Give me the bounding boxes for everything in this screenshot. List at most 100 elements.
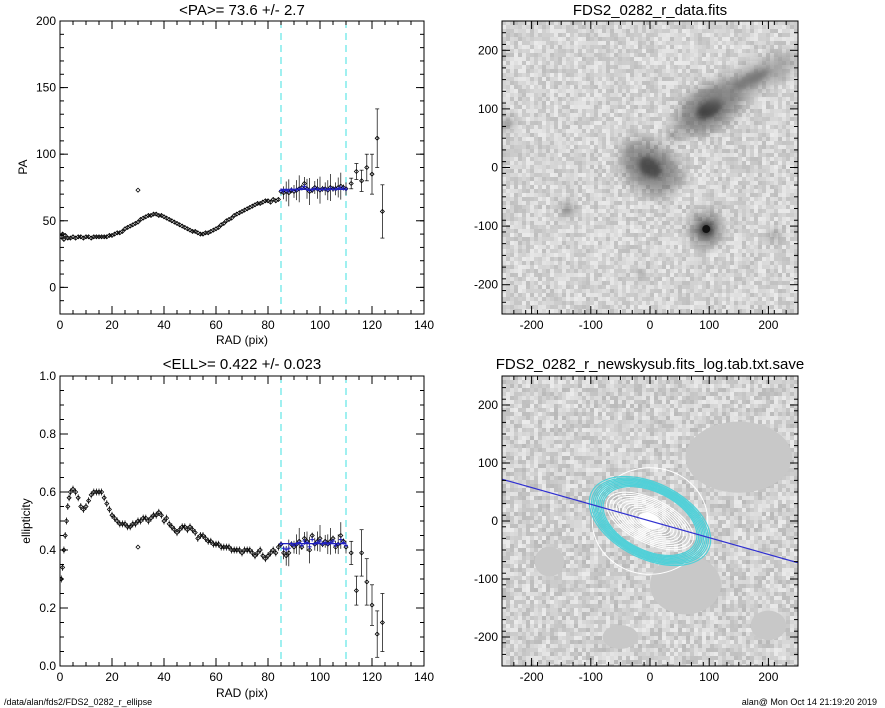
sky-noise-pixel bbox=[794, 225, 798, 229]
sky-noise-pixel bbox=[662, 77, 666, 81]
sky-noise-pixel bbox=[502, 209, 506, 213]
sky-noise-pixel bbox=[606, 133, 610, 137]
sky-noise-pixel bbox=[622, 89, 626, 93]
sky-noise-pixel bbox=[510, 161, 514, 165]
sky-noise-pixel bbox=[746, 45, 750, 49]
sky-noise-pixel bbox=[594, 157, 598, 161]
sky-noise-pixel bbox=[646, 45, 650, 49]
data-point bbox=[177, 527, 183, 533]
sky-noise-pixel bbox=[754, 149, 758, 153]
sky-noise-pixel bbox=[718, 217, 722, 221]
sky-noise-pixel bbox=[646, 85, 650, 89]
sky-noise-pixel bbox=[626, 77, 630, 81]
sky-noise-pixel bbox=[542, 97, 546, 101]
sky-noise-pixel bbox=[514, 81, 518, 85]
sky-noise-pixel bbox=[774, 105, 778, 109]
outer-data-point bbox=[364, 579, 370, 585]
sky-noise-pixel bbox=[566, 149, 570, 153]
sky-noise-pixel bbox=[710, 177, 714, 181]
sky-noise-pixel bbox=[514, 61, 518, 65]
sky-noise-pixel bbox=[722, 69, 726, 73]
sky-noise-pixel bbox=[510, 165, 514, 169]
sky-noise-pixel bbox=[742, 145, 746, 149]
sky-noise-pixel bbox=[706, 209, 710, 213]
sky-noise-pixel bbox=[542, 229, 546, 233]
sky-noise-pixel bbox=[782, 41, 786, 45]
sky-noise-pixel bbox=[626, 49, 630, 53]
sky-noise-pixel bbox=[626, 81, 630, 85]
sky-noise-pixel bbox=[766, 101, 770, 105]
sky-noise-pixel bbox=[510, 225, 514, 229]
sky-noise-pixel bbox=[622, 45, 626, 49]
sky-noise-pixel bbox=[526, 201, 530, 205]
sky-noise-pixel bbox=[554, 173, 558, 177]
sky-noise-pixel bbox=[530, 233, 534, 237]
sky-noise-pixel bbox=[670, 69, 674, 73]
sky-noise-pixel bbox=[762, 173, 766, 177]
sky-noise-pixel bbox=[718, 185, 722, 189]
sky-noise-pixel bbox=[566, 57, 570, 61]
sky-noise-pixel bbox=[618, 141, 622, 145]
sky-noise-pixel bbox=[618, 169, 622, 173]
sky-noise-pixel bbox=[742, 121, 746, 125]
sky-noise-pixel bbox=[590, 29, 594, 33]
sky-noise-pixel bbox=[714, 37, 718, 41]
sky-noise-pixel bbox=[602, 61, 606, 65]
sky-noise-pixel bbox=[502, 65, 506, 69]
sky-noise-pixel bbox=[578, 121, 582, 125]
sky-noise-pixel bbox=[530, 221, 534, 225]
sky-noise-pixel bbox=[510, 241, 514, 245]
sky-noise-pixel bbox=[614, 129, 618, 133]
sky-noise-pixel bbox=[750, 237, 754, 241]
sky-noise-pixel bbox=[770, 157, 774, 161]
sky-noise-pixel bbox=[510, 157, 514, 161]
sky-noise-pixel bbox=[554, 185, 558, 189]
sky-noise-pixel bbox=[526, 73, 530, 77]
sky-noise-pixel bbox=[782, 77, 786, 81]
sky-noise-pixel bbox=[630, 53, 634, 57]
sky-noise-pixel bbox=[658, 33, 662, 37]
sky-noise-pixel bbox=[774, 145, 778, 149]
data-point bbox=[195, 535, 201, 541]
sky-noise-pixel bbox=[642, 201, 646, 205]
data-point bbox=[236, 547, 242, 553]
sky-noise-pixel bbox=[738, 61, 742, 65]
y-tick-label: 0 bbox=[49, 280, 56, 294]
sky-noise-pixel bbox=[730, 21, 734, 25]
sky-noise-pixel bbox=[526, 89, 530, 93]
sky-noise-pixel bbox=[634, 69, 638, 73]
sky-noise-pixel bbox=[734, 145, 738, 149]
sky-noise-pixel bbox=[534, 81, 538, 85]
sky-noise-pixel bbox=[562, 21, 566, 25]
sky-noise-pixel bbox=[618, 165, 622, 169]
sky-noise-pixel bbox=[778, 145, 782, 149]
sky-noise-pixel bbox=[714, 201, 718, 205]
sky-noise-pixel bbox=[666, 33, 670, 37]
sky-noise-pixel bbox=[594, 45, 598, 49]
sky-noise-pixel bbox=[614, 221, 618, 225]
fit-data-point bbox=[286, 550, 292, 556]
pa-y-axis-label: PA bbox=[16, 159, 30, 174]
sky-noise-pixel bbox=[522, 121, 526, 125]
sky-noise-pixel bbox=[590, 105, 594, 109]
sky-noise-pixel bbox=[726, 213, 730, 217]
sky-noise-pixel bbox=[506, 173, 510, 177]
sky-noise-pixel bbox=[530, 217, 534, 221]
sky-noise-pixel bbox=[574, 209, 578, 213]
sky-noise-pixel bbox=[526, 77, 530, 81]
sky-noise-pixel bbox=[794, 33, 798, 37]
sky-noise-pixel bbox=[694, 29, 698, 33]
sky-noise-pixel bbox=[542, 165, 546, 169]
sky-noise-pixel bbox=[562, 81, 566, 85]
sky-noise-pixel bbox=[638, 93, 642, 97]
sky-noise-pixel bbox=[538, 213, 542, 217]
sky-noise-pixel bbox=[742, 29, 746, 33]
sky-noise-pixel bbox=[746, 173, 750, 177]
sky-noise-pixel bbox=[686, 85, 690, 89]
sky-noise-pixel bbox=[526, 173, 530, 177]
sky-noise-pixel bbox=[530, 117, 534, 121]
sky-noise-pixel bbox=[682, 137, 686, 141]
sky-noise-pixel bbox=[558, 93, 562, 97]
sky-noise-pixel bbox=[554, 201, 558, 205]
sky-noise-pixel bbox=[746, 133, 750, 137]
